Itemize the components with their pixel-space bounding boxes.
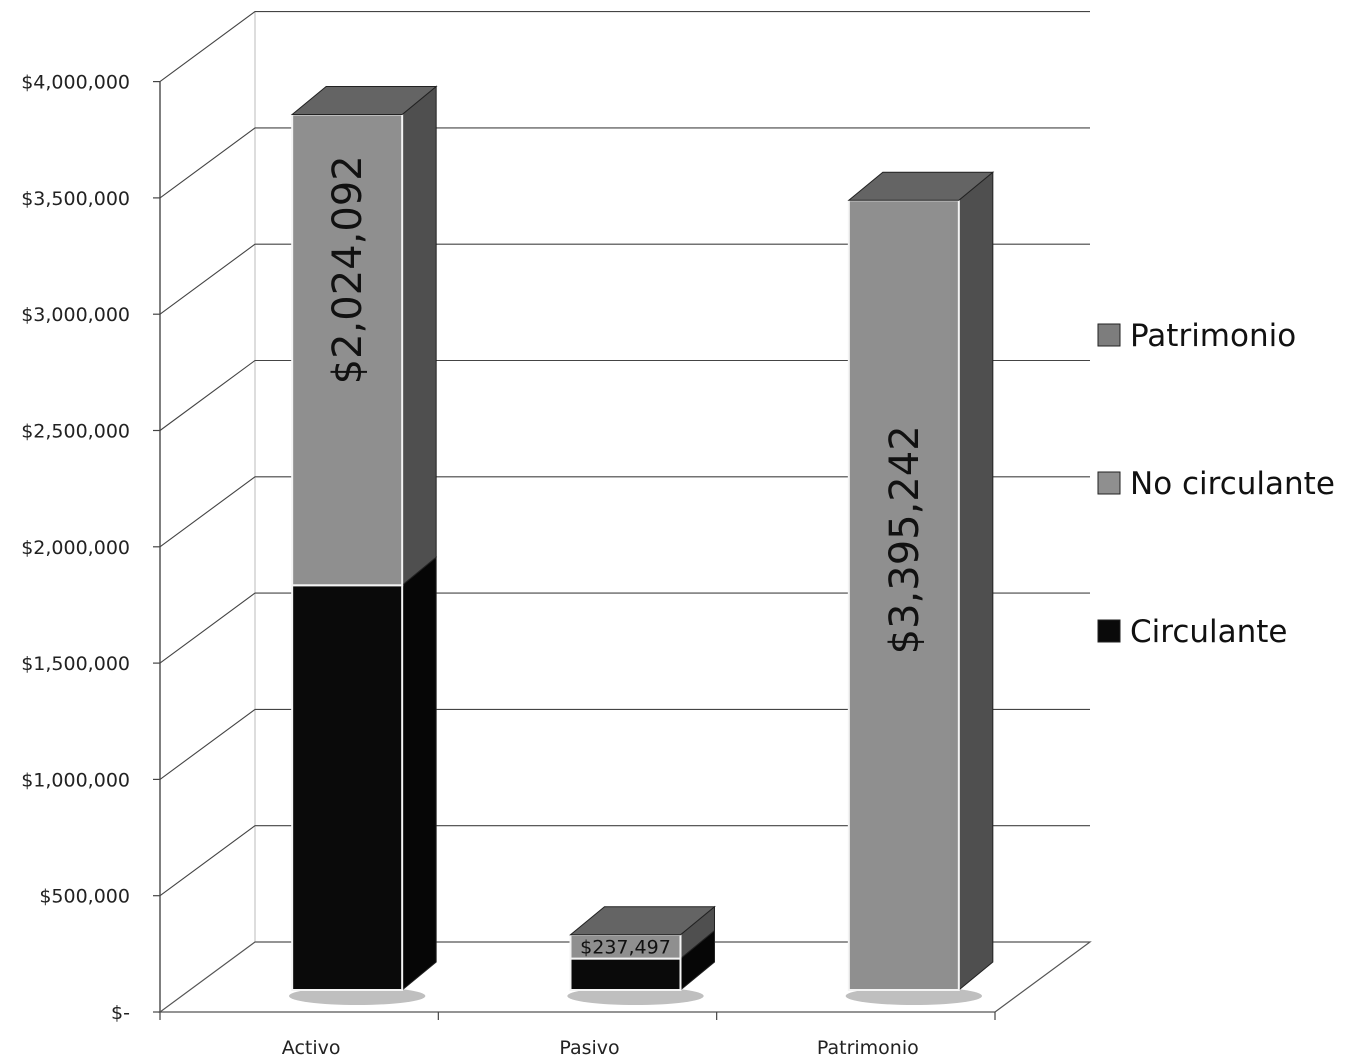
- legend-label: No circulante: [1130, 466, 1335, 502]
- y-axis-ticks: $- $500,000 $1,000,000 $1,500,000 $2,000,000…: [21, 72, 160, 1024]
- x-axis: Activo Pasivo Patrimonio: [159, 1012, 996, 1059]
- legend-swatch: [1097, 619, 1121, 643]
- gridline: [159, 476, 1090, 548]
- y-tick-label: $500,000: [39, 886, 130, 908]
- data-label: $3,395,242: [882, 425, 928, 654]
- x-category-label: Pasivo: [559, 1037, 619, 1059]
- gridline: [159, 127, 1090, 199]
- gridline: [159, 11, 1090, 83]
- bar-top: [290, 85, 438, 115]
- data-label: $2,024,092: [325, 155, 371, 384]
- y-tick-label: $3,500,000: [21, 188, 130, 210]
- bar-side-patrimonio: [958, 171, 994, 992]
- gridlines: [159, 11, 1090, 897]
- gridline: [159, 708, 1090, 780]
- gridline: [159, 825, 1090, 897]
- gridline: [159, 243, 1090, 315]
- legend-swatch: [1097, 323, 1121, 347]
- bar-segment-no-circulante: [291, 113, 404, 587]
- bar-top: [569, 906, 716, 936]
- bar-side-no-circulante: [401, 85, 437, 587]
- bar-top: [847, 171, 995, 201]
- legend: Patrimonio No circulante Circulante: [1097, 318, 1335, 650]
- y-tick-label: $4,000,000: [21, 72, 130, 94]
- y-tick-label: $2,000,000: [21, 537, 130, 559]
- data-label: $237,497: [580, 937, 671, 959]
- bar-shadow: [567, 987, 704, 1005]
- bar-segment-circulante: [291, 584, 404, 991]
- y-tick-label: $1,000,000: [21, 769, 130, 791]
- bar-side-circulante: [401, 556, 437, 992]
- bar-shadow: [845, 987, 983, 1005]
- y-tick-label: $2,500,000: [21, 421, 130, 443]
- x-category-label: Patrimonio: [817, 1037, 919, 1059]
- bars: [288, 85, 995, 1005]
- gridline: [159, 592, 1090, 664]
- legend-swatch: [1097, 471, 1121, 495]
- gridline: [159, 359, 1090, 431]
- y-tick-label: $3,000,000: [21, 304, 130, 326]
- y-tick-label: $1,500,000: [21, 653, 130, 675]
- legend-label: Patrimonio: [1130, 318, 1296, 354]
- legend-label: Circulante: [1130, 614, 1288, 650]
- data-labels: $2,024,092 $237,497 $3,395,242: [325, 155, 928, 958]
- x-category-label: Activo: [282, 1037, 341, 1059]
- bar-segment-patrimonio: [847, 199, 960, 991]
- bar-segment-circulante: [569, 957, 682, 991]
- bar-shadow: [288, 987, 426, 1005]
- y-tick-label: $-: [111, 1002, 130, 1024]
